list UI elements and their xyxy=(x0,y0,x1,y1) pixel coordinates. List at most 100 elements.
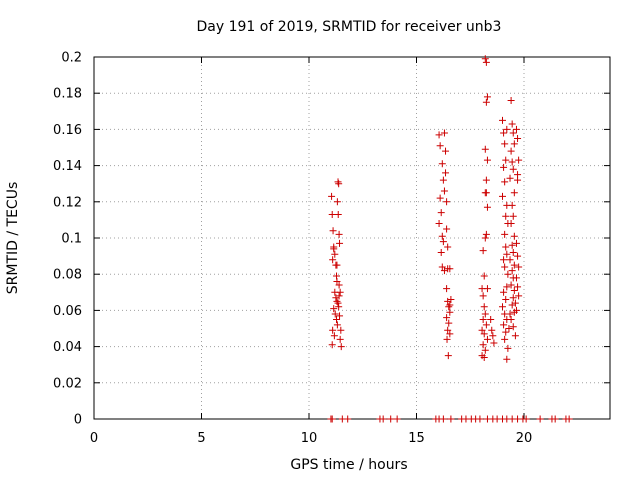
data-point xyxy=(481,346,489,354)
data-point xyxy=(330,332,338,340)
data-point xyxy=(501,335,509,343)
y-axis-label: SRMTID / TECUs xyxy=(5,182,21,295)
data-point xyxy=(488,326,496,334)
data-point xyxy=(508,158,516,166)
data-point xyxy=(333,277,341,285)
data-point xyxy=(439,415,447,423)
data-point xyxy=(328,192,336,200)
y-tick-label: 0.02 xyxy=(53,376,82,391)
data-point xyxy=(446,308,454,316)
data-point xyxy=(478,285,486,293)
data-point xyxy=(508,301,516,309)
data-point xyxy=(487,315,495,323)
data-point xyxy=(482,98,490,106)
data-point xyxy=(444,243,452,251)
x-tick-label: 0 xyxy=(90,431,98,446)
data-point xyxy=(333,315,341,323)
data-point xyxy=(443,335,451,343)
data-point xyxy=(329,227,337,235)
data-point xyxy=(512,239,520,247)
data-point xyxy=(439,238,447,246)
data-point xyxy=(445,319,453,327)
data-point xyxy=(446,301,454,309)
data-point xyxy=(511,299,519,307)
data-point xyxy=(440,187,448,195)
data-point xyxy=(443,198,451,206)
data-point xyxy=(387,415,395,423)
data-point xyxy=(499,192,506,200)
data-point xyxy=(499,303,506,311)
axis-ticks xyxy=(93,56,610,420)
data-point xyxy=(510,286,518,294)
data-point xyxy=(500,288,508,296)
data-point xyxy=(482,58,490,66)
data-point xyxy=(334,178,342,186)
y-tick-label: 0.08 xyxy=(53,268,82,283)
y-tick-label: 0.2 xyxy=(61,51,82,66)
tick-labels: 0 0.02 0.04 0.06 0.08 0.1 0.12 0.14 0.16 0.18 0.2 0… xyxy=(53,51,532,447)
data-point xyxy=(447,296,455,304)
data-point xyxy=(507,281,515,289)
data-point xyxy=(510,189,518,197)
data-point xyxy=(444,326,452,334)
data-point xyxy=(336,335,344,343)
data-point xyxy=(512,274,520,282)
data-point xyxy=(334,299,342,307)
data-point xyxy=(508,201,516,209)
x-tick-label: 20 xyxy=(516,431,533,446)
data-point xyxy=(565,415,573,423)
data-point xyxy=(507,220,515,228)
data-point xyxy=(515,263,523,271)
data-point xyxy=(443,225,451,233)
data-point xyxy=(489,332,497,340)
data-point xyxy=(506,174,514,182)
data-point xyxy=(480,330,488,338)
data-point xyxy=(333,198,341,206)
data-point xyxy=(439,176,447,184)
data-point xyxy=(480,272,488,280)
data-point xyxy=(500,129,508,137)
data-point xyxy=(335,180,343,188)
data-point xyxy=(514,134,522,142)
data-point xyxy=(490,339,498,347)
data-point xyxy=(514,283,522,291)
data-point xyxy=(443,285,451,293)
data-point xyxy=(335,281,343,289)
data-point xyxy=(442,169,450,177)
data-point xyxy=(438,232,446,240)
data-point xyxy=(503,125,511,133)
data-point xyxy=(479,247,487,255)
data-point xyxy=(333,297,341,305)
y-tick-label: 0.18 xyxy=(53,87,82,102)
data-point xyxy=(446,265,454,273)
data-point xyxy=(483,93,491,101)
data-point xyxy=(482,176,490,184)
data-point xyxy=(476,415,484,423)
y-tick-label: 0 xyxy=(74,413,82,428)
data-point xyxy=(440,267,448,275)
data-point xyxy=(509,323,517,331)
data-point xyxy=(509,248,517,256)
data-point xyxy=(482,189,490,197)
data-point xyxy=(444,297,452,305)
data-points xyxy=(327,55,573,423)
data-point xyxy=(504,344,512,352)
x-tick-label: 15 xyxy=(408,431,425,446)
data-point xyxy=(436,194,444,202)
data-point xyxy=(336,239,344,247)
data-point xyxy=(509,212,517,220)
data-point xyxy=(328,210,336,218)
data-point xyxy=(447,415,455,423)
data-point xyxy=(435,131,443,139)
data-point xyxy=(503,283,511,291)
data-point xyxy=(505,325,513,332)
data-point xyxy=(483,203,491,211)
data-point xyxy=(500,163,508,171)
data-point xyxy=(504,270,512,278)
data-point xyxy=(443,314,451,322)
x-tick-label: 10 xyxy=(301,431,318,446)
data-point xyxy=(512,125,520,133)
data-point xyxy=(481,145,489,153)
data-point xyxy=(509,294,517,302)
data-point xyxy=(501,140,509,148)
